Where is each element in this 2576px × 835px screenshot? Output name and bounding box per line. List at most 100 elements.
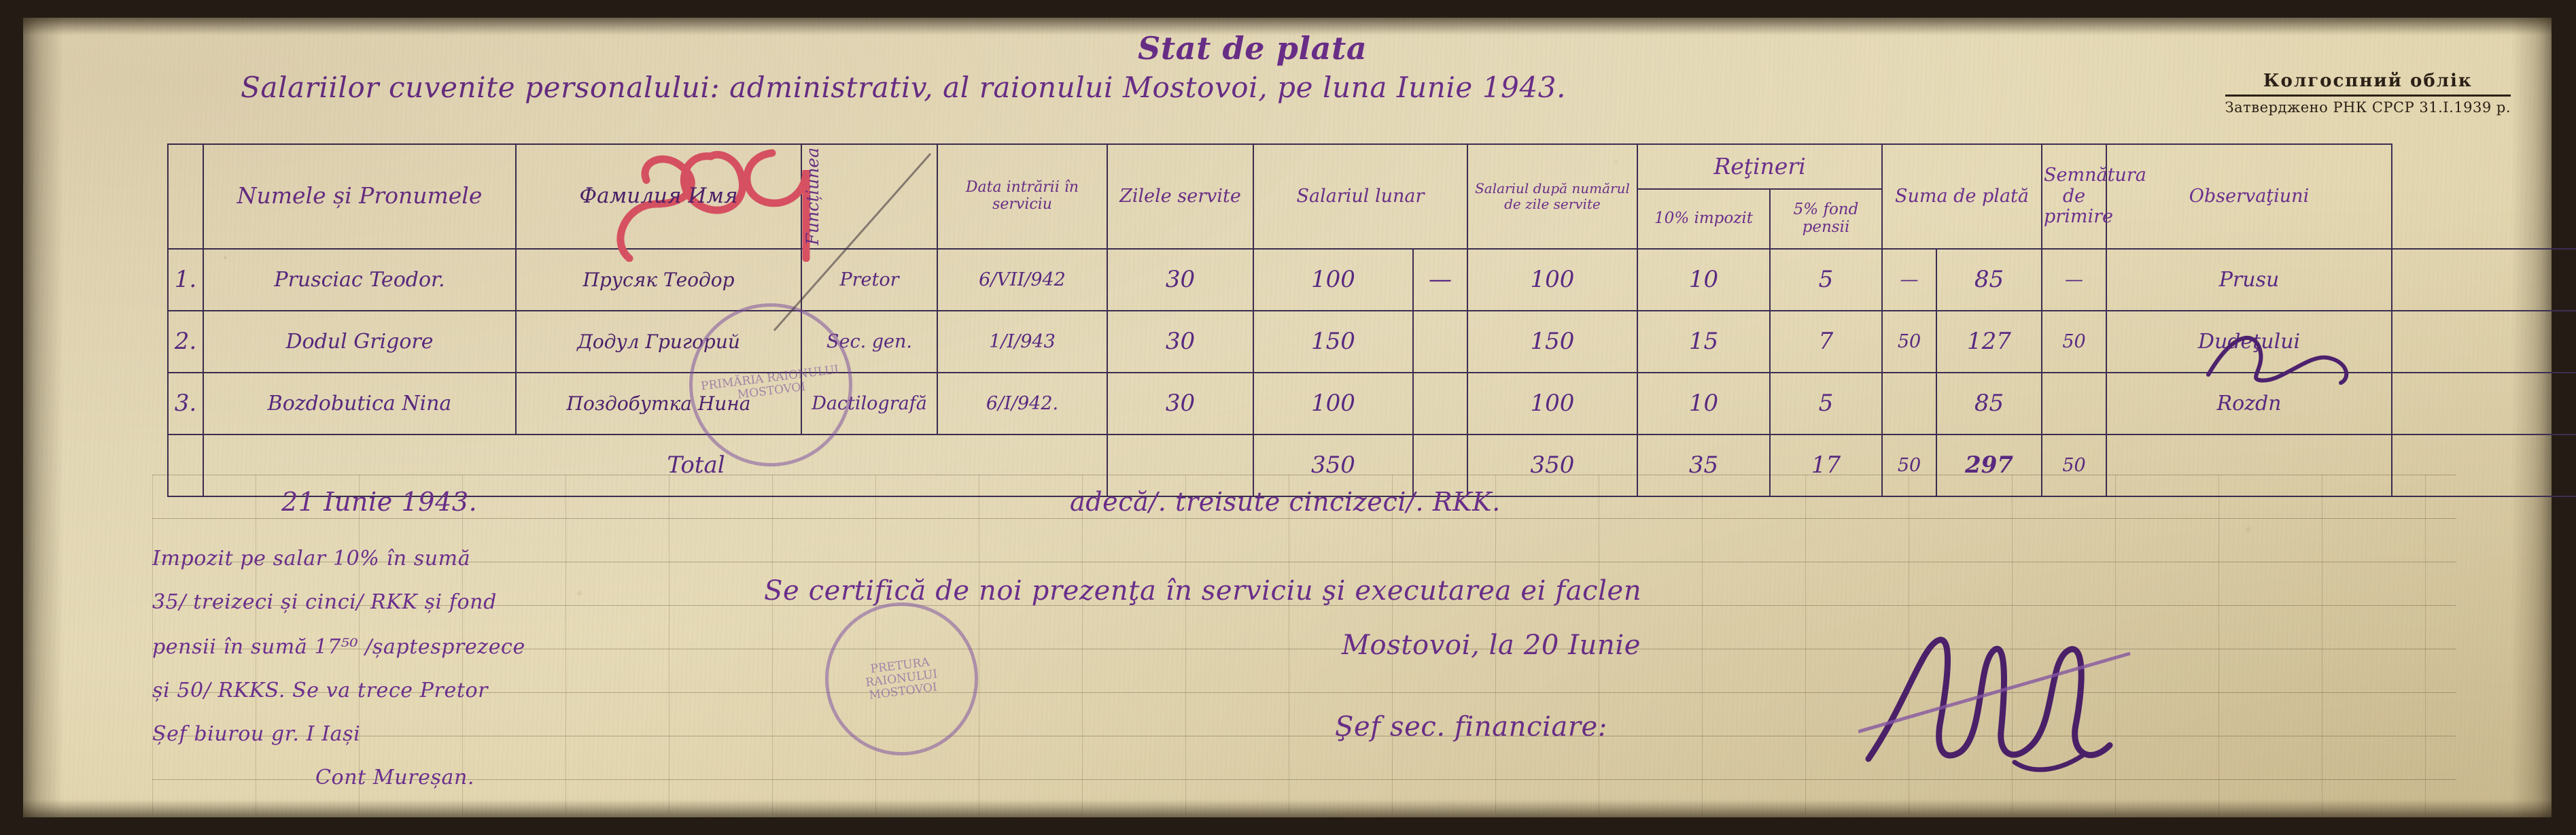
cell-semnatura: Prusu bbox=[2106, 248, 2393, 311]
note-line-5: Șef biurou gr. I Iași bbox=[152, 722, 361, 746]
th-name-cyrillic: Фамилия Имя bbox=[515, 143, 802, 250]
table-row: 1. Prusciac Teodor. Прусяк Теодор Pretor… bbox=[167, 248, 2576, 311]
th-zile-label: Zilele servite bbox=[1119, 185, 1241, 207]
cell-salariu-zile: 100 bbox=[1467, 371, 1638, 435]
cell-pensii-bani: — bbox=[1881, 248, 1937, 311]
cell-functiune: Pretor bbox=[801, 248, 938, 311]
cell-pensii: 5 bbox=[1769, 248, 1883, 311]
cell-functiune: Dactilografă bbox=[801, 371, 938, 435]
th-functiune: Funcțiunea bbox=[801, 143, 938, 250]
cell-no: 2. bbox=[167, 309, 204, 373]
table-row: 3. Bozdobutica Nina Поздобутка Нина Dact… bbox=[167, 371, 2576, 435]
cell-zile: 30 bbox=[1107, 248, 1254, 311]
note-line-1: Impozit pe salar 10% în sumă bbox=[152, 547, 471, 570]
total-cell-no bbox=[167, 433, 204, 498]
total-zile bbox=[1107, 433, 1254, 498]
cell-salariu-lunar-bani bbox=[1412, 309, 1468, 373]
certification-text: Se certifică de noi prezenţa în serviciu… bbox=[764, 575, 1642, 607]
cell-salariu-lunar: 100 bbox=[1253, 248, 1414, 311]
cell-suma-plata-bani: 50 bbox=[2041, 309, 2108, 373]
th-retineri-label: Reţineri bbox=[1713, 152, 1806, 180]
th-retineri-impozit-label: 10% impozit bbox=[1654, 209, 1753, 228]
cell-impozit: 10 bbox=[1637, 371, 1771, 435]
cell-salariu-lunar: 150 bbox=[1253, 309, 1414, 373]
th-retineri-pensii-label: 5% fond pensii bbox=[1793, 201, 1859, 236]
cell-no: 1. bbox=[167, 248, 204, 311]
th-retineri: Reţineri bbox=[1637, 143, 1883, 190]
total-label-cell: Total bbox=[203, 433, 1108, 498]
cell-salariu-lunar-bani: — bbox=[1412, 248, 1468, 311]
th-name: Numele și Pronumele bbox=[203, 143, 517, 250]
cell-name-cyrillic: Додул Григорий bbox=[515, 309, 802, 373]
cell-data-intrarii: 6/VII/942 bbox=[937, 248, 1108, 311]
place-and-date: Mostovoi, la 20 Iunie bbox=[1342, 630, 1641, 661]
th-retineri-impozit: 10% impozit bbox=[1637, 188, 1771, 250]
cell-pensii: 5 bbox=[1769, 371, 1883, 435]
document-subtitle: Salariilor cuvenite personalului: admini… bbox=[241, 71, 1567, 104]
cell-observatii bbox=[2391, 248, 2576, 311]
cell-suma-plata: 127 bbox=[1935, 309, 2043, 373]
cell-zile: 30 bbox=[1107, 309, 1254, 373]
table-total-row: Total 350 350 35 17 50 297 50 bbox=[167, 433, 2576, 498]
total-salariu-lunar-bani bbox=[1412, 433, 1468, 498]
cell-pensii: 7 bbox=[1769, 309, 1883, 373]
cell-suma-plata: 85 bbox=[1935, 248, 2043, 311]
th-semnatura: Semnătura de primire bbox=[2041, 143, 2146, 250]
amount-in-words: adecă/. treisute cincizeci/. RKK. bbox=[1070, 487, 1501, 517]
th-retineri-pensii: 5% fond pensii bbox=[1769, 188, 1883, 250]
printed-approval-stamp: Колгоспний облік Затверджено РНК СРСР 31… bbox=[2225, 71, 2511, 116]
th-functiune-label: Funcțiunea bbox=[803, 148, 822, 245]
th-data-intrarii: Data intrării în serviciu bbox=[937, 143, 1108, 250]
th-salariu-lunar-label: Salariul lunar bbox=[1296, 185, 1425, 207]
cell-salariu-zile: 100 bbox=[1467, 248, 1638, 311]
cell-observatii bbox=[2391, 371, 2576, 435]
total-semnatura bbox=[2106, 433, 2393, 498]
total-observatii bbox=[2391, 433, 2576, 498]
th-observatii: Observaţiuni bbox=[2106, 143, 2393, 250]
cell-salariu-zile: 150 bbox=[1467, 309, 1638, 373]
th-salariu-lunar: Salariul lunar bbox=[1253, 143, 1468, 250]
payroll-table-wrap: Numele și Pronumele Фамилия Имя Funcțiun… bbox=[167, 143, 2576, 498]
cell-name: Prusciac Teodor. bbox=[203, 248, 517, 311]
printed-stamp-line1: Колгоспний облік bbox=[2263, 71, 2473, 91]
cell-data-intrarii: 1/I/943 bbox=[937, 309, 1108, 373]
total-salariu-lunar: 350 bbox=[1253, 433, 1414, 498]
cell-impozit: 15 bbox=[1637, 309, 1771, 373]
footer-date: 21 Iunie 1943. bbox=[281, 487, 478, 517]
note-line-4: și 50/ RKKS. Se va trece Pretor bbox=[152, 679, 489, 702]
cell-impozit: 10 bbox=[1637, 248, 1771, 311]
cell-suma-plata-bani: — bbox=[2041, 248, 2108, 311]
signer-title: Şef sec. financiare: bbox=[1335, 711, 1607, 743]
cell-name-cyrillic: Прусяк Теодор bbox=[515, 248, 802, 311]
total-suma-plata-bani: 50 bbox=[2041, 433, 2108, 498]
payroll-table: Numele și Pronumele Фамилия Имя Funcțiun… bbox=[167, 143, 2576, 498]
document-title: Stat de plata bbox=[1138, 30, 1368, 67]
cell-pensii-bani bbox=[1881, 371, 1937, 435]
total-pensii: 17 bbox=[1769, 433, 1883, 498]
printed-stamp-line2: Затверджено РНК СРСР 31.I.1939 р. bbox=[2225, 99, 2511, 116]
th-observatii-label: Observaţiuni bbox=[2189, 185, 2310, 207]
total-pensii-bani: 50 bbox=[1881, 433, 1937, 498]
cell-observatii bbox=[2391, 309, 2576, 373]
cell-pensii-bani: 50 bbox=[1881, 309, 1937, 373]
total-impozit: 35 bbox=[1637, 433, 1771, 498]
cell-suma-plata-bani bbox=[2041, 371, 2108, 435]
note-line-3: pensii în sumă 17⁵⁰ /șaptesprezece bbox=[152, 635, 525, 659]
th-no bbox=[167, 143, 204, 250]
th-salariu-zile: Salariul după numărul de zile servite bbox=[1467, 143, 1638, 250]
cell-name-cyrillic: Поздобутка Нина bbox=[515, 371, 802, 435]
th-data-intrarii-label: Data intrării în serviciu bbox=[965, 179, 1079, 213]
cell-name: Bozdobutica Nina bbox=[203, 371, 517, 435]
th-name-cyrillic-label: Фамилия Имя bbox=[579, 184, 738, 209]
cell-functiune: Sec. gen. bbox=[801, 309, 938, 373]
total-suma-plata: 297 bbox=[1935, 433, 2043, 498]
cell-name: Dodul Grigore bbox=[203, 309, 517, 373]
note-line-6: Cont Mureșan. bbox=[315, 766, 475, 789]
cell-semnatura: Dudeţului bbox=[2106, 309, 2393, 373]
chief-signature bbox=[1858, 636, 2131, 772]
th-name-label: Numele și Pronumele bbox=[237, 182, 483, 209]
table-header-row-2: 10% impozit 5% fond pensii bbox=[168, 188, 2576, 250]
cell-zile: 30 bbox=[1107, 371, 1254, 435]
th-zile: Zilele servite bbox=[1107, 143, 1254, 250]
table-header-row-1: Numele și Pronumele Фамилия Имя Funcțiun… bbox=[167, 143, 2576, 250]
